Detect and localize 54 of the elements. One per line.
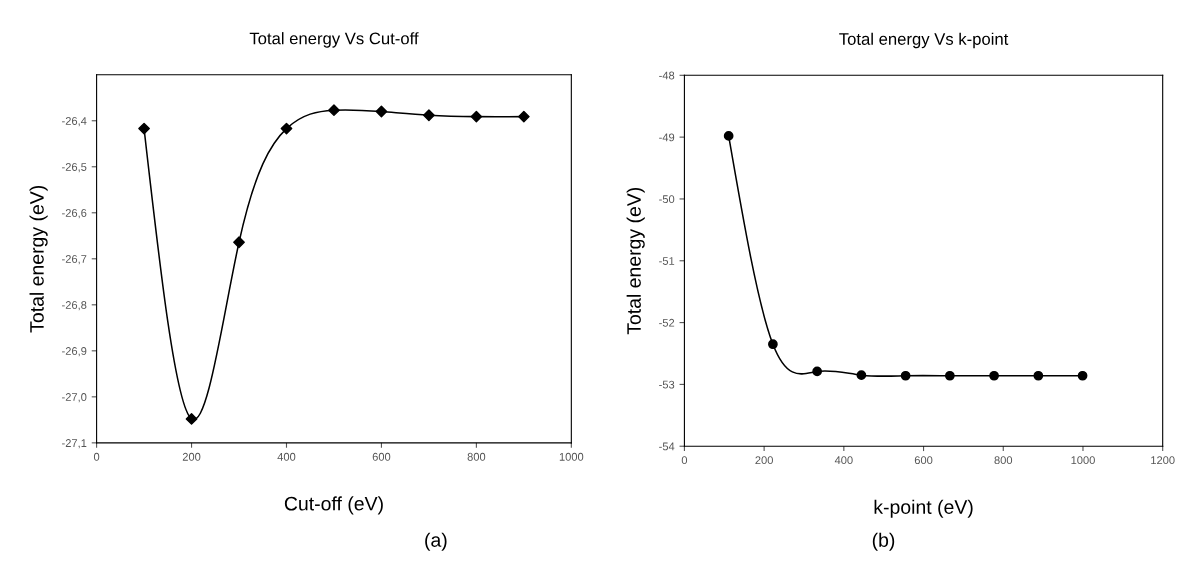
point — [328, 104, 340, 117]
y-axis-title: Total energy (eV) — [626, 187, 645, 335]
point — [138, 122, 150, 135]
point — [989, 370, 999, 381]
point — [900, 370, 911, 381]
x-tick-label: 800 — [994, 456, 1013, 465]
y-tick-label: -27,1 — [62, 439, 87, 449]
point — [1077, 370, 1088, 381]
x-tick-label: 400 — [834, 456, 853, 465]
x-tick-label: 200 — [182, 452, 201, 461]
y-tick-label: -49 — [659, 133, 675, 142]
point — [723, 131, 734, 141]
text: (b) — [872, 532, 895, 551]
y-tick-label: -50 — [659, 195, 675, 204]
x-tick-label: 0 — [93, 452, 100, 461]
chart-title: Total energy Vs k-point — [839, 32, 1009, 49]
y-tick-label: -27,0 — [62, 393, 87, 403]
point — [185, 413, 198, 425]
x-tick-label: 1200 — [1151, 456, 1175, 465]
point — [856, 370, 867, 380]
y-tick-label: -48 — [659, 71, 675, 80]
y-tick-label: -52 — [659, 318, 675, 327]
point — [812, 366, 822, 377]
point — [233, 236, 245, 249]
point — [280, 122, 293, 135]
x-tick-label: 800 — [467, 452, 486, 461]
y-tick-label: -26,8 — [62, 301, 87, 311]
y-tick-label: -26,7 — [62, 255, 87, 265]
y-tick-label: -26,5 — [62, 163, 87, 173]
text: (a) — [425, 532, 447, 551]
y-tick-label: -53 — [659, 380, 675, 389]
x-tick-label: 1000 — [1071, 456, 1095, 465]
point — [517, 110, 530, 123]
x-tick-label: 600 — [372, 452, 391, 461]
chart-title: Total energy Vs Cut-off — [249, 32, 419, 48]
y-tick-label: -26,9 — [62, 347, 87, 357]
x-tick-label: 600 — [914, 456, 933, 465]
point — [768, 339, 778, 350]
x-tick-label: 400 — [277, 452, 296, 461]
y-tick-label: -51 — [659, 257, 675, 265]
y-tick-label: -26,6 — [62, 209, 87, 219]
y-axis-title: Total energy (eV) — [29, 185, 48, 333]
point — [1033, 370, 1044, 381]
y-tick-label: -26,4 — [62, 117, 87, 127]
point — [423, 109, 435, 122]
point — [375, 105, 388, 118]
x-tick-label: 200 — [755, 456, 773, 465]
x-tick-label: 1000 — [559, 452, 584, 461]
x-axis-title: k-point (eV) — [874, 499, 973, 518]
y-tick-label: -54 — [659, 442, 675, 451]
point — [944, 370, 955, 381]
point — [470, 110, 483, 123]
x-axis-title: Cut-off (eV) — [284, 496, 383, 515]
x-tick-label: 0 — [681, 456, 688, 465]
